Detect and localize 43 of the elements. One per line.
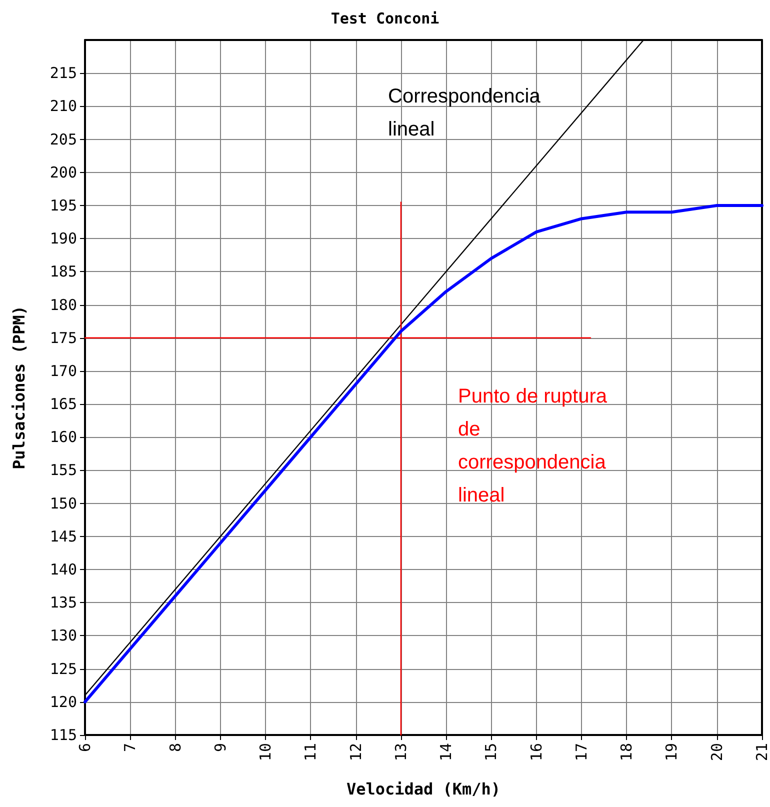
x-tick-label: 16 xyxy=(527,743,546,762)
x-tick-label: 11 xyxy=(302,743,320,762)
y-tick-label: 140 xyxy=(50,560,77,579)
x-axis-title: Velocidad (Km/h) xyxy=(346,780,501,798)
x-tick-label: 17 xyxy=(572,743,590,762)
y-tick-label: 145 xyxy=(50,527,77,546)
x-tick-label: 12 xyxy=(346,743,365,762)
x-tick-label: 8 xyxy=(166,743,184,752)
y-tick-label: 200 xyxy=(50,163,77,182)
y-tick-label: 215 xyxy=(50,64,77,82)
y-tick-label: 185 xyxy=(50,262,77,281)
x-tick-label: 19 xyxy=(662,743,681,762)
y-tick-label: 155 xyxy=(50,461,77,480)
x-tick-label: 10 xyxy=(256,743,275,762)
y-tick-label: 150 xyxy=(50,494,77,512)
y-tick-label: 135 xyxy=(50,594,77,612)
x-tick-label: 6 xyxy=(76,743,94,752)
chart-title: Test Conconi xyxy=(330,10,440,28)
x-tick-label: 20 xyxy=(708,743,726,762)
y-tick-label: 205 xyxy=(50,130,77,148)
x-tick-label: 15 xyxy=(482,743,500,762)
x-tick-label: 9 xyxy=(211,743,230,752)
y-tick-label: 180 xyxy=(50,296,77,314)
annotation: Punto de ruptura de correspondencia lineal xyxy=(458,386,613,506)
y-tick-label: 160 xyxy=(50,428,77,446)
y-tick-label: 115 xyxy=(50,726,77,744)
x-tick-label: 14 xyxy=(437,743,456,762)
x-tick-label: 13 xyxy=(392,743,410,762)
y-tick-label: 130 xyxy=(50,626,77,645)
line-series xyxy=(84,204,764,704)
y-tick-label: 175 xyxy=(50,328,77,347)
y-tick-label: 170 xyxy=(50,362,77,380)
x-tick-label: 18 xyxy=(618,743,636,762)
y-tick-label: 120 xyxy=(50,692,77,711)
y-tick-label: 125 xyxy=(50,660,77,678)
annotation: Correspondencia lineal xyxy=(388,86,546,140)
x-tick-label: 7 xyxy=(121,743,140,752)
y-tick-label: 195 xyxy=(50,196,77,214)
y-tick-label: 165 xyxy=(50,395,77,414)
y-tick-label: 210 xyxy=(50,97,77,116)
x-tick-label: 21 xyxy=(753,743,770,762)
y-tick-label: 190 xyxy=(50,230,77,248)
y-axis-title: Pulsaciones (PPM) xyxy=(10,306,28,470)
